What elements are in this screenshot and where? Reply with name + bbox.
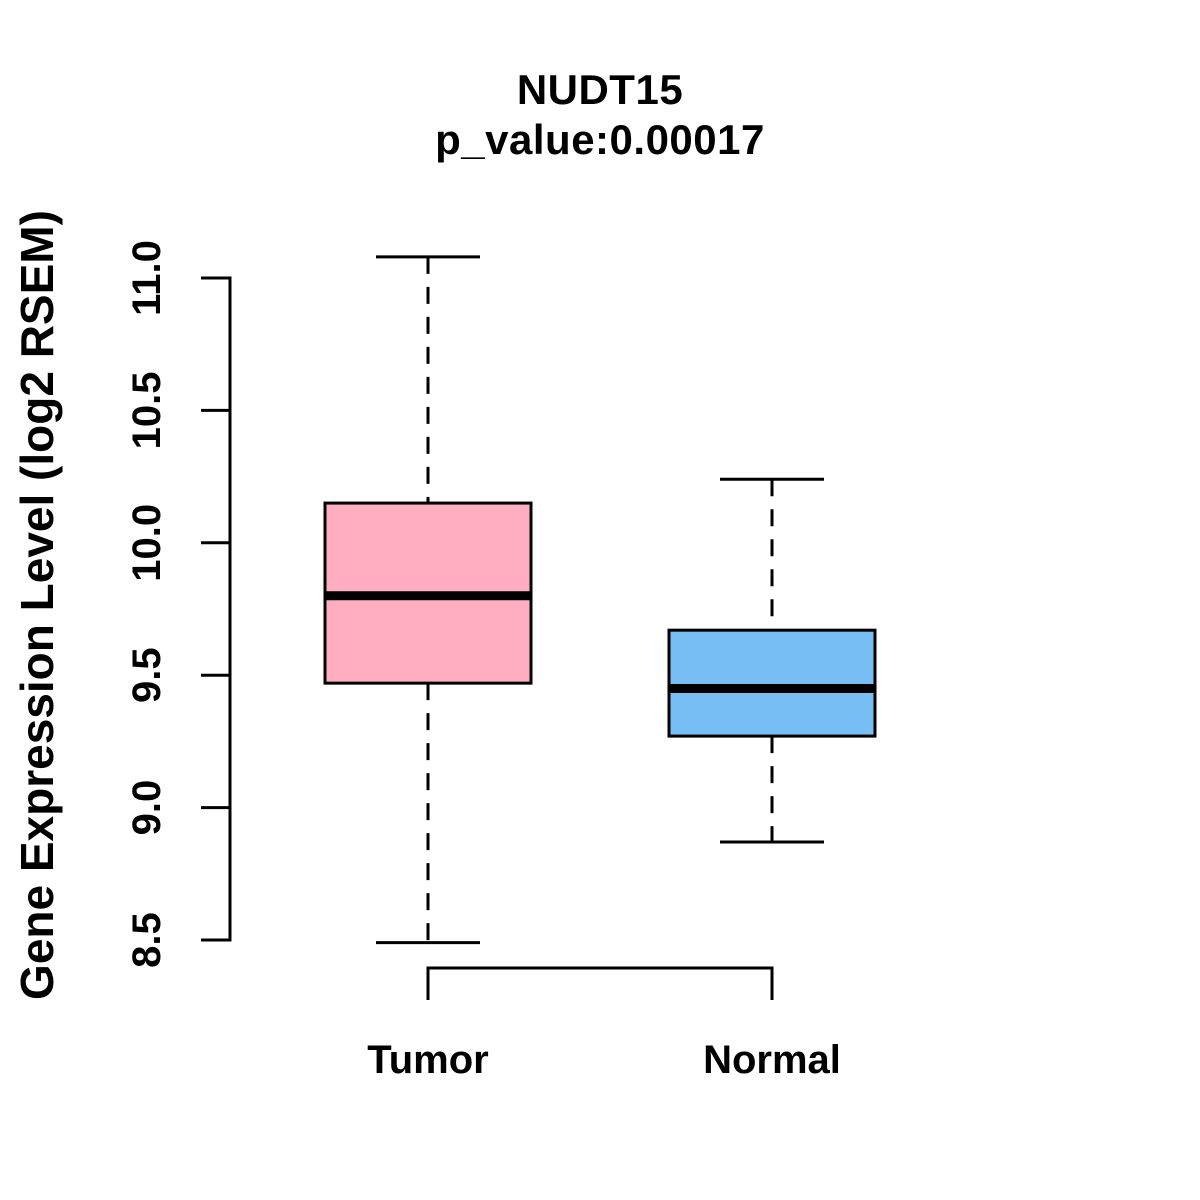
y-tick-label: 8.5 <box>125 912 169 968</box>
y-tick-label: 10.5 <box>125 371 169 449</box>
chart-subtitle-pvalue: p_value:0.00017 <box>435 116 765 163</box>
y-tick-label: 9.5 <box>125 647 169 703</box>
x-category-label-tumor: Tumor <box>367 1038 489 1082</box>
chart-title: NUDT15 <box>516 66 684 113</box>
y-tick-label: 11.0 <box>125 240 169 316</box>
y-tick-label: 10.0 <box>125 504 169 582</box>
x-category-label-normal: Normal <box>703 1038 841 1082</box>
box-normal <box>667 628 877 738</box>
y-tick-label: 9.0 <box>125 780 169 836</box>
